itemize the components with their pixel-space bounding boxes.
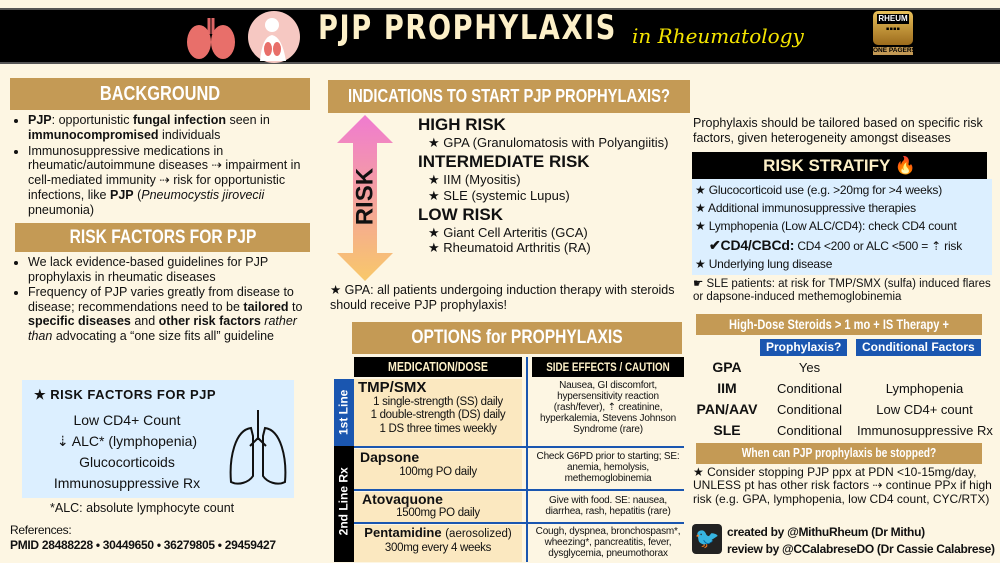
side-effects-cell: Cough, dyspnea, bronchospasm*, wheezing*… [535,526,681,559]
box-item: Glucocorticoids [79,454,175,470]
risk-factors-list: We lack evidence-based guidelines for PJ… [10,255,314,344]
risk-levels: HIGH RISK ★ GPA (Granulomatosis with Pol… [418,115,669,256]
lungs-icon [185,14,237,60]
drug-row: Atovaquone 1500mg PO daily [354,491,522,522]
risk-arrow-icon [337,115,393,281]
col-conditional: Conditional Factors [856,339,981,356]
drug-row: Dapsone 100mg PO daily [354,449,522,489]
side-effects-cell: Nausea, GI discomfort, hypersensitivity … [540,380,676,435]
col-side-effects: SIDE EFFECTS / CAUTION [532,357,684,377]
box-item: ⇣ ALC* (lymphopenia) [56,433,198,449]
background-heading: BACKGROUND [10,78,310,110]
gpa-note: ★ GPA: all patients undergoing induction… [330,283,675,312]
alc-footnote: *ALC: absolute lymphocyte count [50,501,235,515]
col-prophylaxis: Prophylaxis? [760,339,848,356]
col-medication: MEDICATION/DOSE [354,357,522,377]
risk-factor-item: We lack evidence-based guidelines for PJ… [28,255,314,284]
background-item: PJP: opportunistic fungal infection seen… [28,113,312,143]
risk-arrow-label: RISK [351,167,379,226]
drug-row: Pentamidine (aerosolized) 300mg every 4 w… [354,525,522,562]
references: References: PMID 28488228 • 30449650 • 36… [10,523,276,552]
risk-stratify-heading: RISK STRATIFY 🔥 [692,152,987,179]
cough-icon [248,11,300,63]
first-line-label: 1st Line [334,379,354,446]
page-title: PJP PROPHYLAXIS [318,8,617,48]
indications-heading: INDICATIONS TO START PJP PROPHYLAXIS? [328,80,690,113]
side-effects-cell: Check G6PD prior to starting; SE: anemia… [536,451,680,484]
background-list: PJP: opportunistic fungal infection seen… [10,113,312,218]
tailored-intro: Prophylaxis should be tailored based on … [693,116,983,145]
options-heading: OPTIONS for PROPHYLAXIS [352,322,682,354]
risk-factors-box-title: ★ RISK FACTORS FOR PJP [34,387,217,402]
box-item: Immunosuppressive Rx [53,475,201,491]
risk-factor-item: Frequency of PJP varies greatly from dis… [28,285,314,343]
box-item: Low CD4+ Count [73,412,181,428]
stop-text: ★ Consider stopping PJP ppx at PDN <10-1… [693,465,992,506]
rheum-logo: RHEUM ▪▪▪▪ ONE PAGERS [873,11,916,59]
sle-note: ☛ SLE patients: at risk for TMP/SMX (sul… [693,278,991,304]
side-effects-cell: Give with food. SE: nausea, diarrhea, ra… [545,495,671,517]
twitter-icon: 🐦 [692,524,722,554]
stop-heading: When can PJP prophylaxis be stopped? [696,443,982,464]
credits: created by @MithuRheum (Dr Mithu) review … [727,525,995,556]
options-table: MEDICATION/DOSE SIDE EFFECTS / CAUTION 1… [334,357,686,562]
risk-factors-box: ★ RISK FACTORS FOR PJP Low CD4+ Count ⇣ … [22,380,294,498]
second-line-label: 2nd Line Rx [334,446,354,562]
lungs-outline-icon [229,410,287,485]
steroid-heading: High-Dose Steroids > 1 mo + IS Therapy + [696,314,982,335]
steroid-table: GPA Yes IIM Conditional Lymphopenia PAN/AAV… [696,359,993,438]
page-subtitle: in Rheumatology [632,24,804,48]
header-bar [0,8,1000,64]
risk-stratify-box: ★ Glucocorticoid use (e.g. >20mg for >4 … [692,179,992,275]
drug-row: TMP/SMX 1 single-strength (SS) daily 1 dou… [354,379,522,446]
background-item: Immunosuppressive medications in rheumat… [28,144,312,218]
risk-factors-heading: RISK FACTORS FOR PJP [15,223,310,252]
